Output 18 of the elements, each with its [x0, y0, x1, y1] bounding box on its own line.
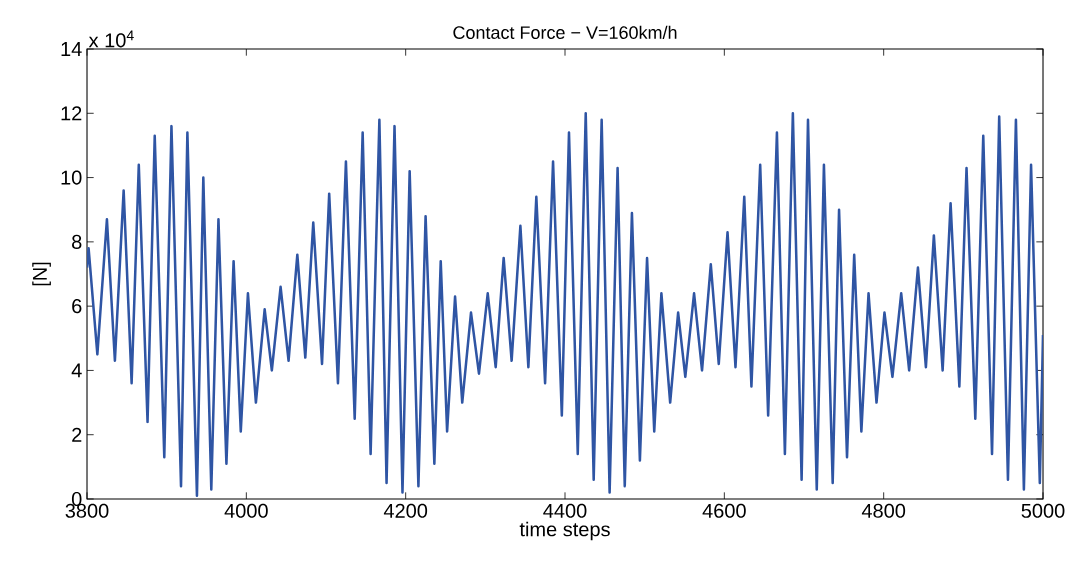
line-series [87, 112, 1044, 498]
y-axis-title: [N] [32, 262, 51, 286]
x-tick-label: 5000 [1021, 503, 1065, 518]
y-tick-label: 4 [71, 363, 82, 378]
y-tick-label: 2 [72, 427, 82, 442]
x-axis-title: time steps [519, 521, 610, 541]
x-tick-label: 4400 [543, 503, 587, 518]
chart-title: Contact Force − V=160km/h [453, 25, 677, 39]
y-tick-label: 12 [61, 106, 82, 121]
x-tick-label: 4000 [224, 503, 268, 518]
y-tick-label: 6 [72, 299, 82, 314]
text: x 10$^{4}$ [88, 30, 134, 48]
x-tick-label: 4600 [702, 503, 746, 518]
x-tick-label: 4800 [861, 503, 906, 518]
y-tick-label: 10 [61, 170, 82, 185]
x-tick-label: 4200 [383, 503, 428, 518]
y-tick-label: 8 [72, 234, 82, 249]
y-tick-label: 14 [61, 42, 82, 56]
